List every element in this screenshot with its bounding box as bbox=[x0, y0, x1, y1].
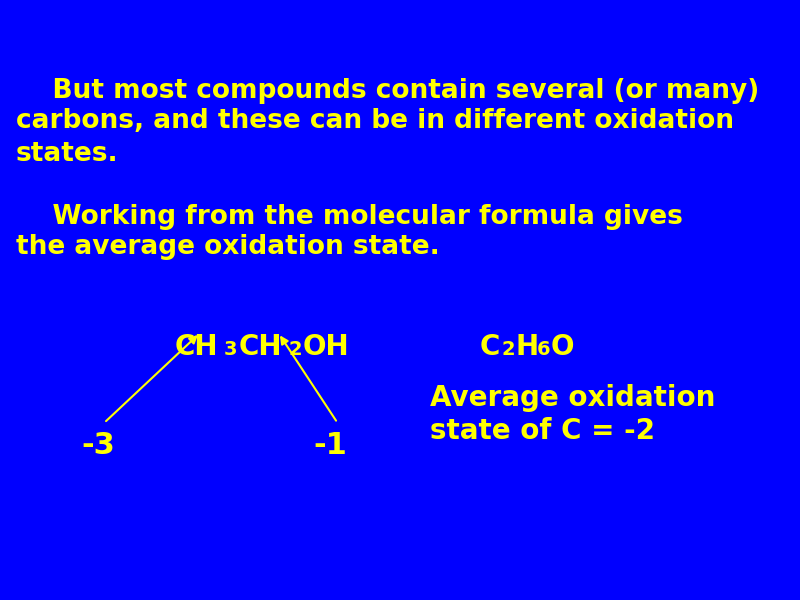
Text: 3: 3 bbox=[224, 340, 238, 359]
Text: But most compounds contain several (or many): But most compounds contain several (or m… bbox=[16, 78, 759, 104]
Text: H: H bbox=[515, 333, 538, 361]
Text: 2: 2 bbox=[502, 340, 515, 359]
Text: O: O bbox=[550, 333, 574, 361]
Text: 6: 6 bbox=[537, 340, 550, 359]
Text: Average oxidation: Average oxidation bbox=[430, 384, 715, 412]
Text: -3: -3 bbox=[82, 431, 115, 460]
Text: C: C bbox=[480, 333, 500, 361]
Text: states.: states. bbox=[16, 141, 118, 167]
Text: the average oxidation state.: the average oxidation state. bbox=[16, 234, 440, 260]
Text: state of C = -2: state of C = -2 bbox=[430, 417, 654, 445]
Text: 2: 2 bbox=[288, 340, 302, 359]
Text: CH: CH bbox=[174, 333, 218, 361]
Text: carbons, and these can be in different oxidation: carbons, and these can be in different o… bbox=[16, 108, 734, 134]
Text: CH: CH bbox=[238, 333, 282, 361]
Text: -1: -1 bbox=[314, 431, 347, 460]
Text: OH: OH bbox=[302, 333, 349, 361]
Text: Working from the molecular formula gives: Working from the molecular formula gives bbox=[16, 204, 683, 230]
